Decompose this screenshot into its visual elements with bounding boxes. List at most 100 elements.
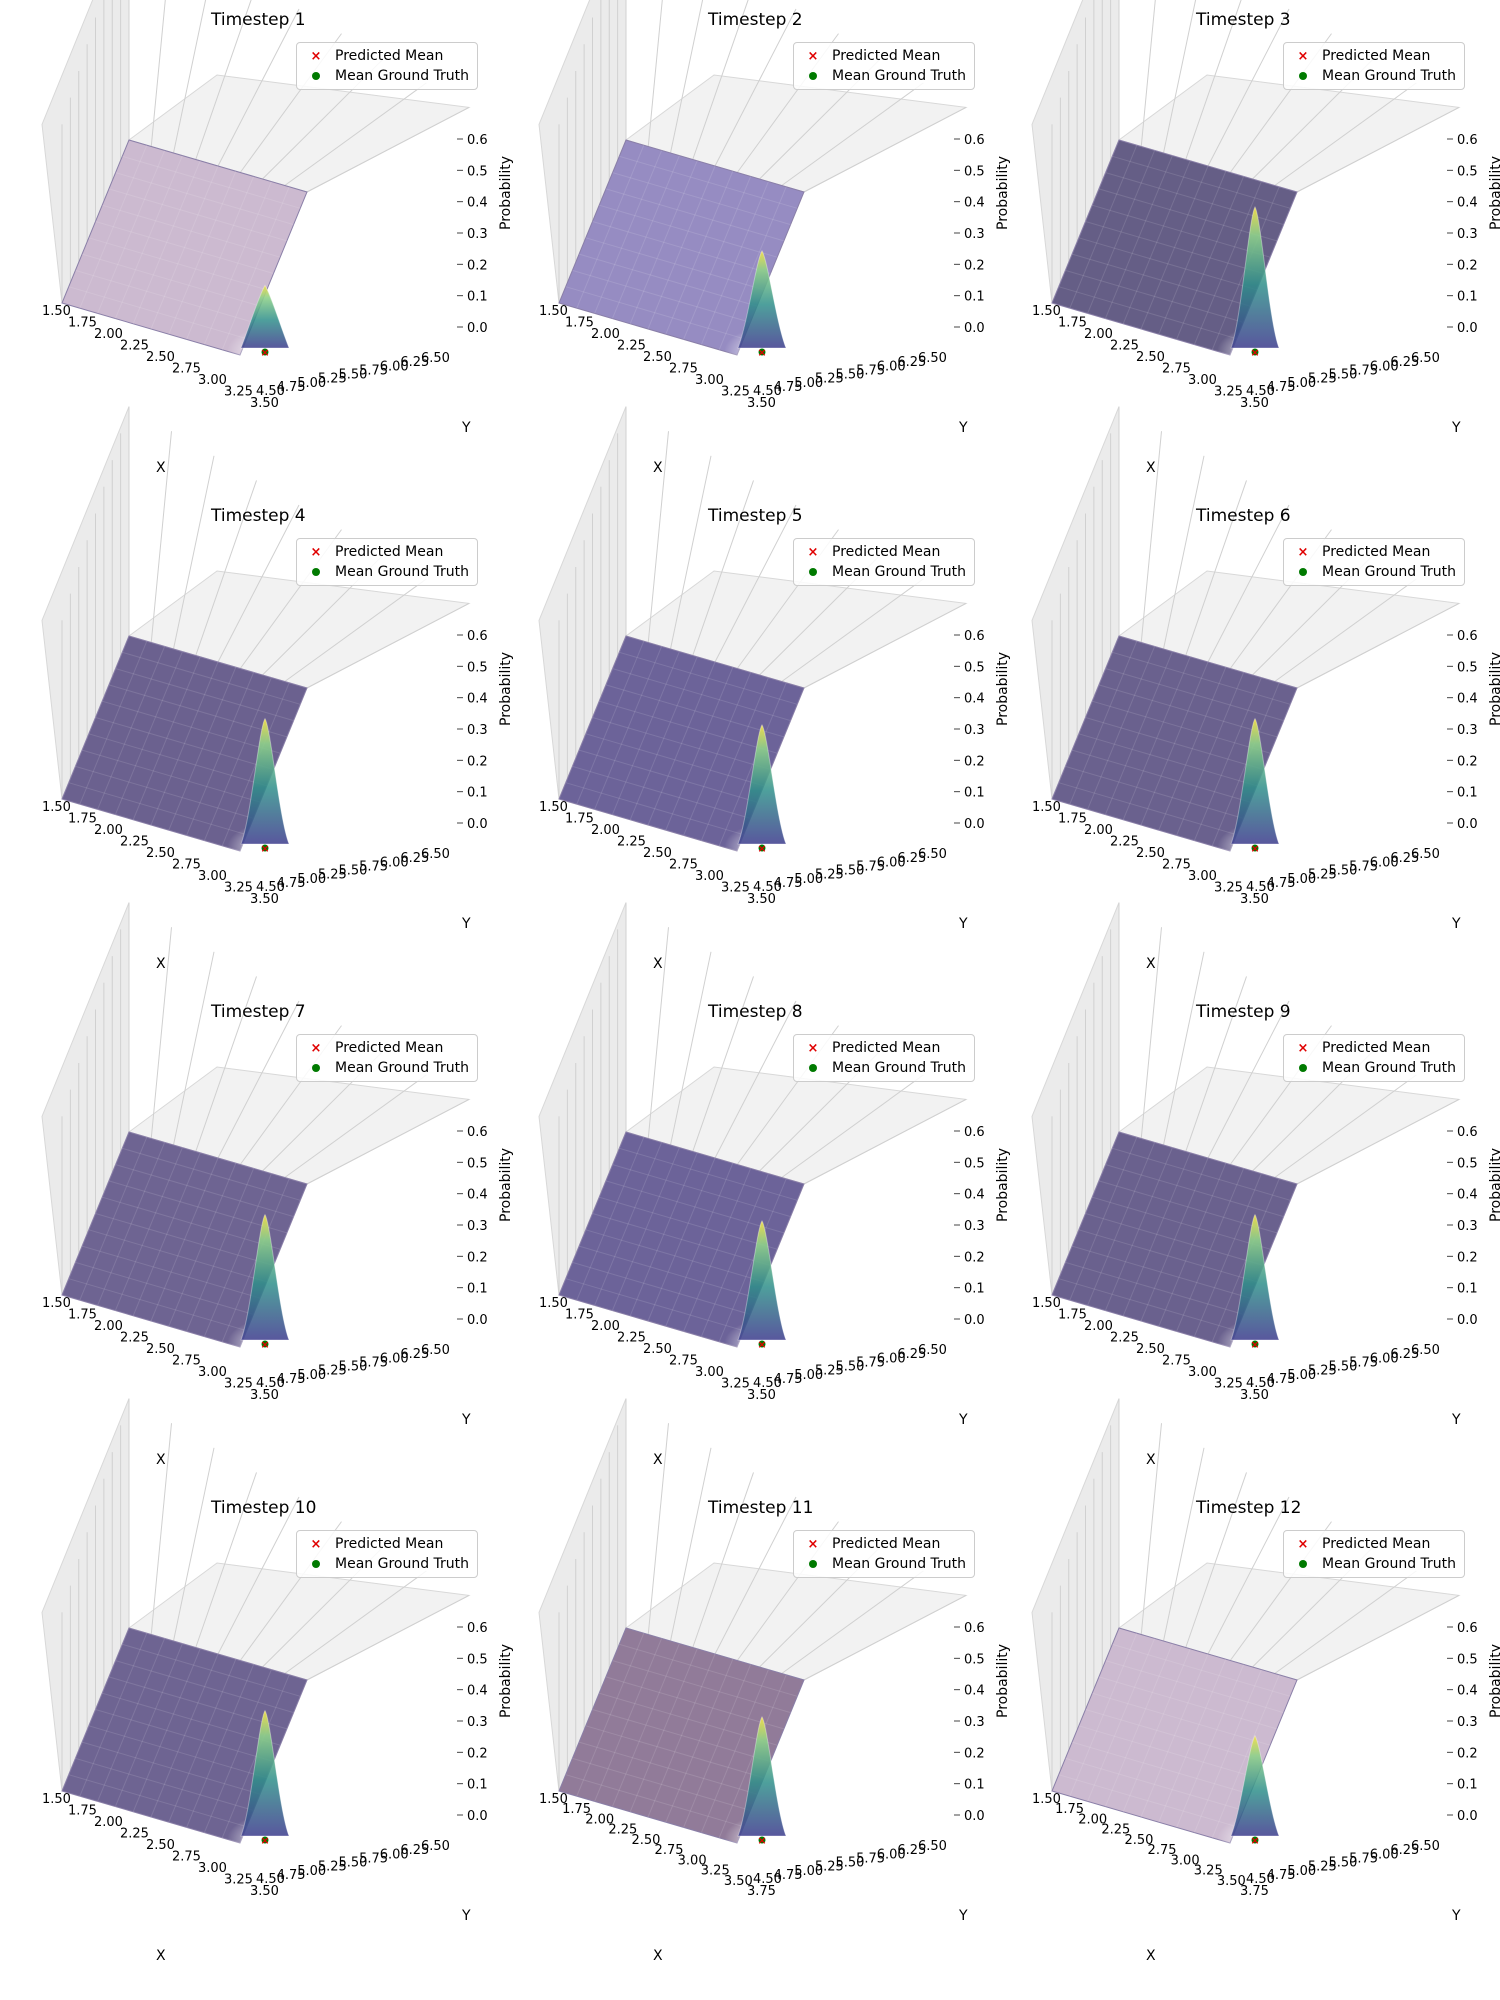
y-tick-label: 5.00 — [794, 376, 823, 391]
x-tick-label: 1.50 — [1032, 1792, 1061, 1807]
ground-truth-marker — [758, 348, 766, 356]
y-tick-label: 4.75 — [774, 1372, 803, 1387]
floor-grid-line — [592, 1213, 771, 1266]
x-tick-label: 3.00 — [1188, 869, 1217, 884]
subplot-title: Timestep 2 — [708, 10, 803, 30]
floor-grid-line — [1092, 700, 1271, 754]
floor-grid-line — [565, 286, 744, 340]
y-tick-label: 5.50 — [836, 1360, 865, 1375]
floor-grid-line — [1078, 1725, 1257, 1779]
subplot-title: Timestep 12 — [1196, 1498, 1302, 1518]
legend: × Predicted Mean Mean Ground Truth — [1283, 1530, 1465, 1578]
y-tick-label: 6.25 — [897, 1843, 926, 1858]
floor-grid-line — [594, 1638, 663, 1802]
floor-grid-line — [700, 1173, 769, 1337]
floor-grid-line — [88, 733, 267, 787]
x-tick-label: 1.50 — [539, 304, 568, 319]
probability-floor — [1051, 635, 1298, 852]
x-tick-label: 2.50 — [146, 350, 175, 365]
ground-truth-marker — [1251, 1340, 1259, 1348]
grid-line — [781, 578, 924, 682]
x-tick-label: 1.50 — [539, 800, 568, 815]
surface-plot: × 0.0 0.1 0.2 0.3 0.4 0.5 0.6 Probability 1.501.7… — [1031, 406, 1500, 972]
floor-grid-line — [1105, 1164, 1284, 1218]
legend-label: Mean Ground Truth — [335, 1556, 470, 1572]
y-tick-label: 6.00 — [380, 1351, 409, 1366]
x-tick-label: 2.50 — [643, 846, 672, 861]
legend-entry-ground-truth: Mean Ground Truth — [309, 1555, 469, 1573]
floor-grid-line — [629, 656, 698, 820]
floor-grid-line — [683, 1168, 752, 1332]
x-axis-label: X — [1146, 956, 1156, 972]
y-axis-label: Y — [958, 420, 968, 436]
grid-line — [173, 0, 207, 154]
y-tick-label: 6.50 — [421, 1343, 450, 1358]
surface-plot: × 0.0 0.1 0.2 0.3 0.4 0.5 0.6 Probability 1.501.7… — [538, 406, 1011, 972]
surface-plot: × 0.0 0.1 0.2 0.3 0.4 0.5 0.6 Probability 1.501.7… — [41, 0, 514, 476]
z-tick-label: 0.3 — [467, 227, 488, 242]
z-tick-label: 0.6 — [1457, 1125, 1478, 1140]
y-tick-label: 5.50 — [836, 1856, 865, 1871]
y-tick-label: 6.00 — [380, 1847, 409, 1862]
grid-line — [714, 504, 797, 663]
x-tick-label: 2.75 — [669, 858, 698, 873]
y-tick-label: 6.25 — [1390, 1843, 1419, 1858]
floor-grid-line — [700, 181, 769, 345]
floor-grid-line — [168, 171, 237, 335]
floor-grid-line — [629, 160, 698, 324]
floor-grid-line — [186, 1664, 255, 1828]
floor-grid-line — [1122, 1648, 1191, 1812]
subplot-timestep-4: × 0.0 0.1 0.2 0.3 0.4 0.5 0.6 Probability 1.50 1.7… — [0, 406, 514, 992]
x-tick-label: 1.50 — [1032, 800, 1061, 815]
z-tick-label: 0.5 — [467, 1156, 488, 1171]
y-tick-label: 4.75 — [277, 380, 306, 395]
x-tick-label: 3.00 — [695, 869, 724, 884]
grid-line — [1274, 82, 1417, 186]
y-tick-label: 6.00 — [877, 359, 906, 374]
z-axis-label: Probability — [995, 1644, 1011, 1718]
z-tick-label: 0.1 — [1457, 290, 1478, 305]
y-tick-label: 4.75 — [277, 1372, 306, 1387]
legend: × Predicted Mean Mean Ground Truth — [793, 42, 975, 90]
floor-grid-line — [1105, 668, 1284, 722]
grid-line — [173, 1447, 215, 1642]
probability-peak — [737, 723, 787, 845]
floor-grid-line — [1158, 171, 1227, 335]
grid-line — [692, 480, 754, 656]
y-tick-label: 5.00 — [297, 1864, 326, 1879]
z-tick-label: 0.2 — [467, 1250, 488, 1265]
probability-floor — [1051, 1131, 1298, 1348]
y-tick-label: 4.75 — [1267, 1372, 1296, 1387]
grid-line — [714, 1000, 797, 1159]
x-tick-label: 1.50 — [1032, 304, 1061, 319]
z-tick-label: 0.6 — [1457, 1621, 1478, 1636]
grid-line — [306, 1098, 470, 1185]
floor-grid-line — [186, 672, 255, 836]
z-tick-label: 0.5 — [467, 164, 488, 179]
floor-grid-line — [599, 1196, 778, 1250]
subplot-timestep-2: × 0.0 0.1 0.2 0.3 0.4 0.5 0.6 Probability 1.50 1.7… — [497, 0, 1011, 496]
floor-grid-line — [1069, 145, 1138, 309]
floor-grid-line — [102, 204, 281, 258]
y-tick-label: 5.75 — [359, 1851, 388, 1866]
probability-floor — [558, 1131, 805, 1348]
y-tick-label: 5.25 — [1308, 868, 1337, 883]
floor-grid-line — [102, 1692, 281, 1746]
predicted-mean-marker: × — [260, 1834, 269, 1847]
grid-line — [173, 455, 215, 650]
x-tick-label: 2.00 — [1084, 823, 1113, 838]
legend-entry-predicted: × Predicted Mean — [1296, 1039, 1431, 1057]
y-tick-label: 4.50 — [1246, 1872, 1275, 1887]
grid-line — [1274, 1570, 1417, 1674]
floor-grid-line — [108, 1676, 288, 1730]
predicted-mean-marker: × — [1250, 1834, 1259, 1847]
floor-grid-line — [95, 1213, 274, 1266]
floor-grid-line — [578, 749, 758, 803]
probability-floor — [558, 139, 805, 356]
floor-grid-line — [114, 1147, 183, 1311]
floor-grid-line — [1058, 782, 1237, 836]
z-tick-label: 0.3 — [1457, 227, 1478, 242]
z-tick-label: 0.5 — [1457, 1652, 1478, 1667]
z-tick-label: 0.0 — [964, 817, 985, 832]
y-tick-label: 4.75 — [1267, 876, 1296, 891]
